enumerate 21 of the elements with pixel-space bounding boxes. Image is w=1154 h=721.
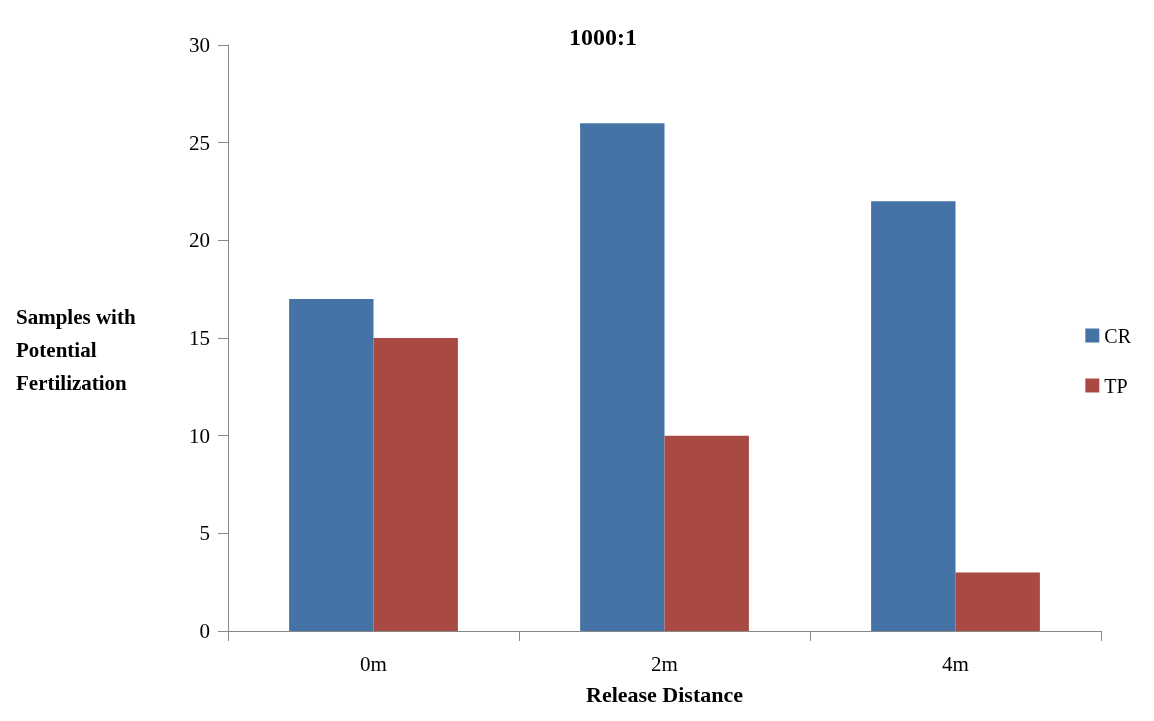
legend-label: CR	[1104, 324, 1132, 347]
bar	[373, 338, 458, 631]
bar	[955, 572, 1040, 631]
y-tick-label: 5	[199, 521, 210, 546]
y-tick-label: 25	[189, 130, 210, 155]
x-axis-title: Release Distance	[585, 681, 744, 707]
x-tick-label: 4m	[942, 651, 969, 676]
y-tick-label: 10	[189, 423, 210, 448]
y-tick-label: 20	[189, 228, 210, 253]
x-tick-label: 0m	[360, 651, 387, 676]
legend-label: TP	[1104, 374, 1128, 397]
y-tick-label: 0	[199, 619, 210, 643]
x-tick-label: 2m	[651, 651, 678, 676]
y-tick-label: 30	[189, 33, 210, 57]
bar	[871, 201, 956, 631]
bar	[580, 123, 665, 631]
y-axis-title: Samples with Potential Fertilization	[16, 304, 141, 395]
bar	[289, 298, 374, 631]
chart-title: 1000:1	[569, 24, 637, 50]
y-tick-label: 15	[189, 326, 210, 350]
bar	[664, 435, 749, 631]
